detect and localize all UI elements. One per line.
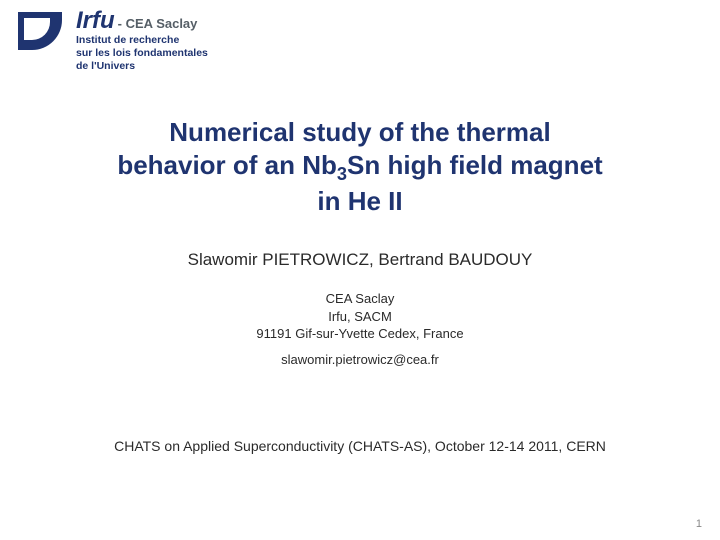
- title-line-1: Numerical study of the thermal: [169, 117, 550, 147]
- slide-title: Numerical study of the thermal behavior …: [60, 116, 660, 218]
- logo-text-block: Irfu - CEA Saclay Institut de recherche …: [76, 8, 208, 72]
- affil-line-3: 91191 Gif-sur-Yvette Cedex, France: [0, 325, 720, 343]
- title-line-2-post: Sn high field magnet: [347, 150, 603, 180]
- irfu-logo-icon: [14, 8, 70, 56]
- institution-logo: Irfu - CEA Saclay Institut de recherche …: [14, 8, 208, 72]
- title-line-3: in He II: [317, 186, 402, 216]
- logo-subtitle-1: Institut de recherche: [76, 34, 208, 46]
- affiliation: CEA Saclay Irfu, SACM 91191 Gif-sur-Yvet…: [0, 290, 720, 343]
- affil-line-1: CEA Saclay: [0, 290, 720, 308]
- conference-info: CHATS on Applied Superconductivity (CHAT…: [0, 438, 720, 454]
- logo-suffix: - CEA Saclay: [118, 16, 198, 31]
- logo-subtitle-3: de l'Univers: [76, 60, 208, 72]
- logo-name: Irfu: [76, 7, 115, 34]
- title-line-2-pre: behavior of an Nb: [117, 150, 337, 180]
- logo-subtitle-2: sur les lois fondamentales: [76, 47, 208, 59]
- contact-email: slawomir.pietrowicz@cea.fr: [0, 352, 720, 367]
- authors: Slawomir PIETROWICZ, Bertrand BAUDOUY: [0, 250, 720, 270]
- affil-line-2: Irfu, SACM: [0, 308, 720, 326]
- page-number: 1: [696, 518, 702, 530]
- title-subscript: 3: [337, 164, 347, 184]
